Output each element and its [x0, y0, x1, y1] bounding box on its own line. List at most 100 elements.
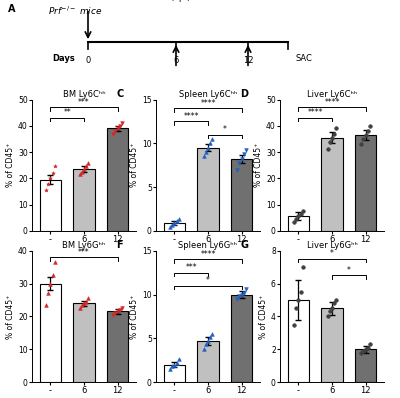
Point: [238, 291, 245, 298]
Bar: [164, 365, 185, 382]
Point: [358, 141, 364, 147]
Title: BM Ly6Cʰʰ: BM Ly6Cʰʰ: [63, 90, 105, 99]
Point: [116, 306, 123, 313]
Text: D: D: [240, 89, 248, 99]
Point: [324, 313, 331, 320]
Text: $Prf^{-/-}$ mice: $Prf^{-/-}$ mice: [48, 4, 102, 17]
Point: [45, 290, 52, 297]
Bar: [231, 295, 252, 382]
Y-axis label: % of CD45⁺: % of CD45⁺: [254, 143, 263, 187]
Point: [110, 131, 116, 137]
Point: [362, 132, 369, 138]
Point: [293, 305, 300, 311]
Point: [45, 180, 52, 187]
Point: [167, 224, 173, 230]
Y-axis label: % of CD45⁺: % of CD45⁺: [259, 294, 268, 339]
Point: [293, 216, 300, 222]
Text: Days post
LCMV infection: Days post LCMV infection: [306, 267, 358, 281]
Bar: [288, 217, 309, 231]
Text: F: F: [116, 240, 123, 250]
Bar: [321, 138, 343, 231]
Point: [367, 341, 373, 347]
Point: [327, 308, 333, 315]
Point: [174, 360, 180, 366]
Point: [83, 298, 89, 305]
Bar: [107, 129, 128, 231]
Text: 6: 6: [173, 56, 179, 65]
Point: [116, 123, 123, 129]
Point: [360, 348, 366, 354]
Title: Liver Ly6Gʰʰ: Liver Ly6Gʰʰ: [306, 241, 358, 250]
Text: Days post
LCMV infection: Days post LCMV infection: [58, 267, 110, 281]
Point: [85, 295, 92, 302]
Point: [110, 312, 116, 318]
Point: [295, 297, 302, 303]
Point: [209, 331, 216, 337]
Text: G: G: [240, 240, 248, 250]
Point: [324, 146, 331, 152]
Point: [76, 171, 83, 178]
Point: [200, 153, 207, 160]
Point: [291, 219, 297, 225]
Point: [207, 334, 213, 341]
Bar: [40, 283, 61, 382]
Text: ****: ****: [200, 250, 216, 259]
Text: ****: ****: [324, 98, 340, 107]
Point: [167, 366, 173, 372]
Bar: [197, 341, 219, 382]
Point: [300, 208, 306, 214]
Point: [203, 149, 209, 155]
Point: [331, 131, 337, 137]
Point: [171, 361, 178, 368]
Point: [367, 123, 373, 129]
Point: [47, 280, 54, 287]
Point: [360, 136, 366, 142]
Bar: [355, 349, 376, 382]
Point: [329, 135, 335, 141]
Point: [333, 125, 340, 132]
Point: [362, 346, 369, 353]
Point: [50, 272, 56, 279]
Y-axis label: % of CD45⁺: % of CD45⁺: [6, 143, 15, 187]
Text: ***: ***: [78, 98, 90, 107]
Text: C: C: [116, 89, 124, 99]
Title: Spleen Ly6Gʰʰ: Spleen Ly6Gʰʰ: [178, 241, 238, 250]
Point: [364, 128, 371, 134]
Point: [238, 156, 245, 162]
Text: Days post
LCMV infection: Days post LCMV infection: [182, 267, 234, 281]
Point: [79, 169, 85, 175]
Point: [240, 150, 247, 157]
Point: [119, 305, 125, 311]
Point: [205, 144, 211, 151]
Point: [50, 170, 56, 176]
Point: [169, 222, 176, 228]
Point: [234, 296, 240, 302]
Bar: [288, 300, 309, 382]
Text: SAC: SAC: [296, 54, 313, 63]
Bar: [73, 303, 95, 382]
Point: [171, 220, 178, 226]
Point: [176, 215, 182, 222]
Point: [333, 297, 340, 303]
Point: [47, 175, 54, 181]
Point: [200, 345, 207, 352]
Point: [112, 128, 118, 134]
Point: [207, 140, 213, 146]
Text: 0: 0: [85, 56, 91, 65]
Point: [81, 300, 87, 306]
Y-axis label: % of CD45⁺: % of CD45⁺: [6, 294, 15, 339]
Point: [52, 259, 58, 265]
Point: [169, 363, 176, 369]
Point: [358, 349, 364, 356]
Point: [291, 322, 297, 328]
Point: [43, 302, 49, 308]
Point: [174, 218, 180, 224]
Point: [298, 211, 304, 217]
Point: [234, 166, 240, 173]
Text: *: *: [347, 266, 351, 275]
Bar: [355, 135, 376, 231]
Bar: [197, 148, 219, 231]
Point: [176, 356, 182, 363]
Text: ***: ***: [78, 248, 90, 257]
Bar: [40, 179, 61, 231]
